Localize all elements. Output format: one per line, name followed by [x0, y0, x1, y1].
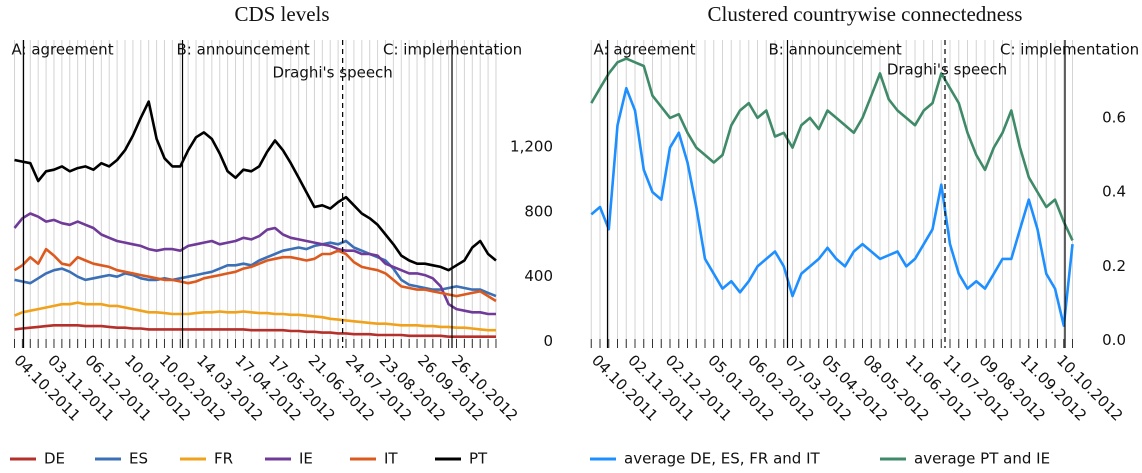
series-line [590, 86, 1074, 327]
event-label: B: announcement [177, 41, 310, 59]
chart-title: Clustered countrywise connectedness [708, 2, 1023, 26]
legend-label: ES [129, 450, 148, 468]
series-line [14, 324, 496, 338]
event-label: A: agreement [594, 41, 696, 59]
series-line [13, 212, 496, 316]
y-tick-label: 0.4 [1102, 183, 1126, 201]
y-tick-label: 800 [524, 202, 553, 220]
y-tick-label: 400 [524, 267, 553, 285]
event-label: C: implementation [383, 41, 522, 59]
series-line [590, 57, 1074, 241]
series-line [13, 247, 497, 303]
series-line [14, 100, 497, 272]
series-line [13, 301, 496, 332]
legend-label: average PT and IE [914, 450, 1050, 468]
legend-label: FR [214, 450, 233, 468]
y-tick-label: 0.0 [1102, 331, 1126, 349]
chart-title: CDS levels [234, 2, 329, 26]
series-line [14, 239, 497, 298]
event-label: C: implementation [1000, 41, 1139, 59]
y-tick-label: 1,200 [510, 137, 553, 155]
event-label: Draghi's speech [887, 61, 1007, 79]
y-tick-label: 0.2 [1102, 257, 1126, 275]
y-tick-label: 0 [543, 332, 553, 350]
event-label: B: announcement [769, 41, 902, 59]
legend-label: average DE, ES, FR and IT [624, 450, 821, 468]
legend-label: DE [44, 450, 65, 468]
event-label: Draghi's speech [272, 64, 392, 82]
legend-label: IT [384, 450, 398, 468]
y-tick-label: 0.6 [1102, 108, 1126, 126]
event-label: A: agreement [12, 41, 114, 59]
legend-label: PT [469, 450, 488, 468]
legend-label: IE [299, 450, 313, 468]
